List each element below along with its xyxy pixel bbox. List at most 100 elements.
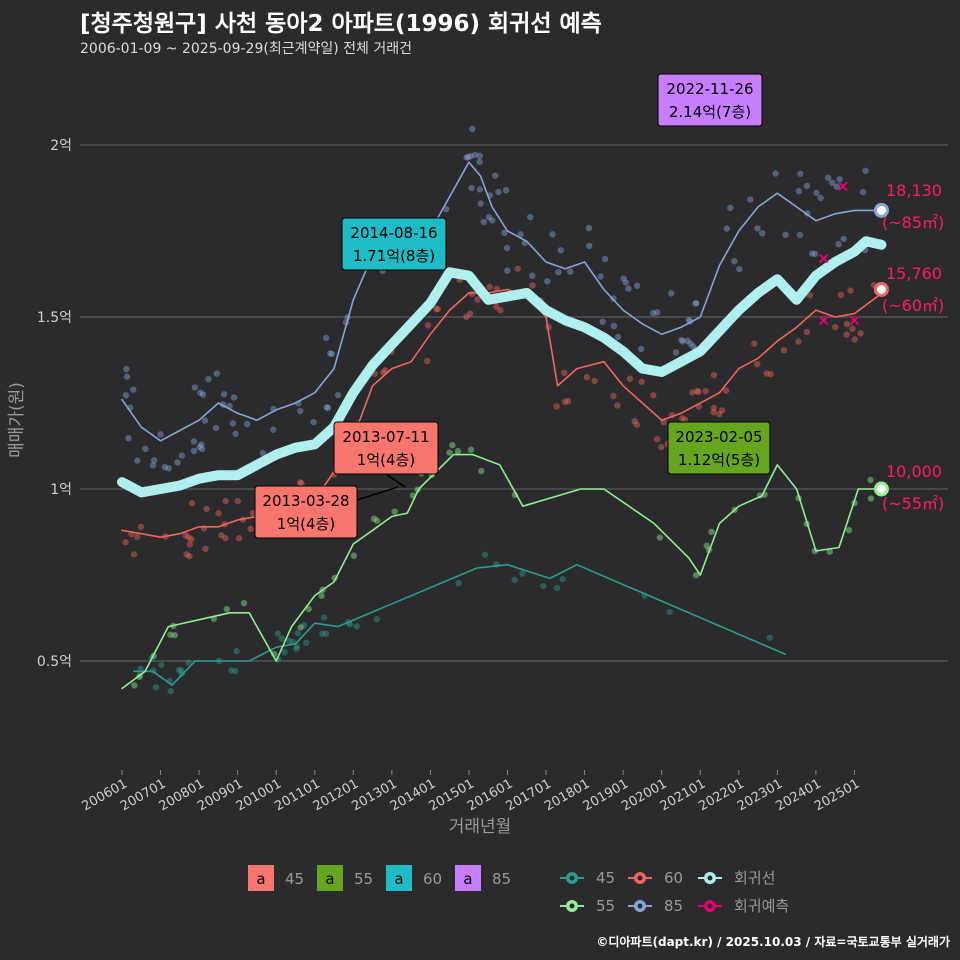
annotation-date: 2013-03-28 — [262, 492, 349, 510]
end-labels: 18,130 (~85㎡) 15,760 (~60㎡) 10,000 (~55㎡) — [882, 181, 944, 513]
scatter-point — [199, 391, 207, 398]
scatter-point — [449, 441, 456, 449]
legend-fill-label: 55 — [354, 870, 373, 888]
scatter-point — [305, 605, 312, 613]
scatter-point — [334, 391, 342, 399]
scatter-point — [679, 338, 687, 345]
scatter-point — [137, 523, 145, 531]
scatter-point — [476, 152, 484, 160]
scatter-point — [134, 457, 141, 464]
scatter-point — [727, 204, 734, 212]
scatter-point — [497, 307, 504, 314]
scatter-point — [649, 392, 657, 399]
scatter-point — [187, 535, 195, 543]
scatter-point — [382, 367, 389, 374]
scatter-point — [297, 407, 304, 415]
scatter-point — [495, 188, 502, 196]
scatter-point — [759, 229, 766, 237]
scatter-point — [322, 334, 330, 342]
scatter-point — [468, 184, 475, 192]
scatter-point — [766, 634, 774, 641]
scatter-point — [491, 172, 499, 179]
scatter-point — [476, 158, 483, 166]
scatter-point — [122, 539, 129, 546]
end-label-area: (~55㎡) — [882, 494, 944, 513]
scatter-point — [614, 402, 621, 409]
scatter-point — [527, 213, 534, 221]
annotation-date: 2013-07-11 — [342, 428, 429, 446]
scatter-point — [318, 592, 325, 599]
legend-fill-glyph: a — [256, 870, 265, 888]
scatter-point — [797, 170, 804, 177]
annotation-box — [657, 73, 763, 127]
scatter-point — [243, 420, 251, 428]
scatter-point — [303, 639, 310, 647]
scatter-point — [501, 229, 508, 237]
scatter-point — [182, 532, 189, 539]
scatter-point — [599, 318, 606, 325]
scatter-point — [637, 345, 645, 353]
scatter-point — [296, 479, 304, 486]
scatter-point — [806, 292, 814, 299]
scatter-point — [693, 300, 700, 307]
scatter-point — [862, 167, 869, 174]
scatter-point — [278, 635, 285, 642]
scatter-point — [454, 447, 462, 455]
scatter-point — [829, 179, 836, 186]
legend-fill-label: 45 — [285, 870, 304, 888]
scatter-point — [502, 187, 510, 194]
legend-fill-glyph: a — [325, 870, 334, 888]
series-end-marker — [873, 281, 889, 297]
scatter-point — [690, 343, 697, 350]
scatter-point — [373, 616, 381, 623]
scatter-point — [391, 508, 398, 515]
scatter-point — [517, 231, 524, 238]
scatter-point — [463, 154, 470, 161]
scatter-point — [198, 445, 206, 453]
scatter-point — [851, 336, 858, 343]
scatter-point — [511, 576, 518, 583]
scatter-point — [476, 186, 484, 193]
scatter-point — [736, 265, 743, 273]
scatter-point — [843, 320, 851, 328]
end-label-price: 15,760 — [886, 264, 942, 283]
scatter-point — [434, 305, 441, 313]
scatter-point — [175, 666, 183, 674]
scatter-point — [564, 397, 572, 405]
annotation-value: 1.71억(8층) — [353, 247, 435, 265]
scatter-point — [857, 330, 864, 337]
scatter-point — [753, 360, 761, 368]
scatter-point — [493, 303, 500, 310]
scatter-point — [274, 630, 282, 637]
scatter-point — [723, 225, 731, 232]
annotation-box — [254, 485, 358, 539]
scatter-point — [540, 582, 547, 590]
scatter-point — [123, 365, 130, 373]
scatter-point — [833, 183, 840, 190]
scatter-point — [702, 387, 709, 395]
scatter-point — [178, 670, 186, 677]
scatter-point — [722, 387, 730, 394]
scatter-point — [654, 309, 661, 316]
scatter-point — [197, 389, 204, 396]
scatter-point — [212, 424, 220, 432]
scatter-point — [240, 599, 248, 607]
series-end-marker — [873, 481, 889, 497]
scatter-point — [322, 630, 330, 637]
scatter-point — [772, 170, 779, 177]
scatter-point — [567, 268, 574, 275]
end-label-price: 10,000 — [886, 462, 942, 481]
legend-line-dot-center — [569, 875, 575, 881]
scatter-point — [353, 623, 360, 630]
scatter-point — [297, 624, 304, 631]
legend-line-dot-center — [637, 875, 643, 881]
legend-fill-label: 60 — [423, 870, 442, 888]
scatter-point — [467, 310, 474, 317]
annotation-value: 1.12억(5층) — [678, 451, 760, 469]
y-tick-label: 0.5억 — [37, 654, 72, 670]
scatter-point — [133, 533, 141, 541]
scatter-point — [489, 217, 496, 224]
scatter-point — [218, 532, 225, 539]
scatter-point — [631, 417, 638, 425]
scatter-point — [795, 338, 802, 345]
